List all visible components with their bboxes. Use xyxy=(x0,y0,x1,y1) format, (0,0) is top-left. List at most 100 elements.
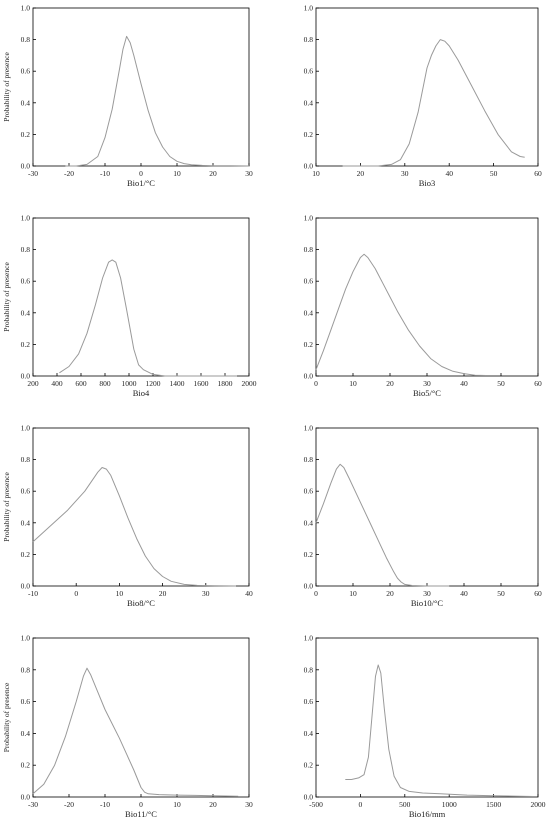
x-axis-label: Bio10/°C xyxy=(411,598,444,608)
y-tick-label-1: 0.2 xyxy=(304,550,314,559)
chart-panel-5: 0.0 0.2 0.4 0.6 0.8 1.0 -10 0 10 20 30 40 Bio8/°C Pro… xyxy=(2,424,253,609)
response-curve xyxy=(345,664,534,797)
x-tick-label-3: 1000 xyxy=(442,800,457,809)
y-axis-label: Probability of presence xyxy=(2,52,11,122)
y-tick-label-4: 0.8 xyxy=(21,35,31,44)
y-tick-label-4: 0.8 xyxy=(21,455,31,464)
x-axis-label: Bio1/°C xyxy=(127,178,155,188)
x-tick-label-4: 10 xyxy=(173,169,181,178)
y-tick-label-1: 0.2 xyxy=(304,130,314,139)
y-tick-label-0: 0.0 xyxy=(21,162,31,171)
x-axis-label: Bio16/mm xyxy=(409,809,446,819)
x-tick-label-2: 10 xyxy=(116,589,124,598)
x-tick-label-0: -500 xyxy=(309,800,323,809)
y-tick-label-4: 0.8 xyxy=(304,455,314,464)
y-tick-label-2: 0.4 xyxy=(304,518,314,527)
x-tick-label-4: 50 xyxy=(490,169,498,178)
x-tick-label-0: 200 xyxy=(27,379,39,388)
chart-panel-7: 0.0 0.2 0.4 0.6 0.8 1.0 -30 -20 -10 0 10 20 30 Bio11/… xyxy=(2,634,253,820)
x-tick-label-0: -30 xyxy=(28,169,38,178)
x-axis-label: Bio5/°C xyxy=(413,388,441,398)
x-tick-label-5: 60 xyxy=(534,169,542,178)
x-tick-label-0: -30 xyxy=(28,800,38,809)
x-tick-label-2: 20 xyxy=(386,379,394,388)
y-tick-label-3: 0.6 xyxy=(304,697,314,706)
plot-frame xyxy=(32,7,250,167)
chart-panel-1: 0.0 0.2 0.4 0.6 0.8 1.0 -30 -20 -10 0 10 20 30 Bio1/°… xyxy=(2,4,253,189)
x-tick-label-4: 30 xyxy=(202,589,210,598)
x-tick-label-1: 0 xyxy=(74,589,78,598)
x-tick-label-1: -20 xyxy=(64,169,74,178)
y-tick-label-1: 0.2 xyxy=(21,340,31,349)
y-tick-label-4: 0.8 xyxy=(304,245,314,254)
x-tick-label-6: 60 xyxy=(534,379,542,388)
y-tick-label-0: 0.0 xyxy=(304,372,314,381)
x-tick-label-3: 800 xyxy=(99,379,111,388)
response-curve xyxy=(342,39,525,167)
y-tick-label-0: 0.0 xyxy=(304,793,314,802)
y-tick-label-4: 0.8 xyxy=(304,665,314,674)
x-axis-label: Bio4 xyxy=(133,388,150,398)
y-tick-label-1: 0.2 xyxy=(304,340,314,349)
plot-frame xyxy=(32,637,250,798)
y-axis-label: Probability of presence xyxy=(2,682,11,752)
plot-frame xyxy=(32,217,250,377)
x-tick-label-0: 0 xyxy=(314,379,318,388)
chart-panel-6: 0.0 0.2 0.4 0.6 0.8 1.0 0 10 20 30 40 50 60 Bio10/°C xyxy=(304,424,542,609)
response-curve xyxy=(65,35,250,167)
x-tick-label-3: 40 xyxy=(445,169,453,178)
x-tick-label-5: 20 xyxy=(209,800,217,809)
x-tick-label-6: 30 xyxy=(245,169,253,178)
x-tick-label-3: 20 xyxy=(159,589,167,598)
plot-frame xyxy=(315,217,539,377)
x-tick-label-5: 20 xyxy=(209,169,217,178)
x-tick-label-1: 10 xyxy=(349,379,357,388)
x-tick-label-2: -10 xyxy=(100,800,110,809)
y-tick-label-3: 0.6 xyxy=(304,67,314,76)
y-tick-label-4: 0.8 xyxy=(304,35,314,44)
y-tick-label-3: 0.6 xyxy=(21,67,31,76)
response-curve xyxy=(315,463,450,587)
x-tick-label-1: 10 xyxy=(349,589,357,598)
y-tick-label-5: 1.0 xyxy=(21,424,31,433)
x-tick-label-5: 50 xyxy=(497,379,505,388)
x-tick-label-7: 1600 xyxy=(194,379,209,388)
y-tick-label-2: 0.4 xyxy=(304,98,314,107)
x-tick-label-5: 40 xyxy=(245,589,253,598)
y-tick-label-3: 0.6 xyxy=(304,487,314,496)
x-tick-label-4: 1500 xyxy=(486,800,501,809)
x-tick-label-3: 0 xyxy=(139,169,143,178)
y-tick-label-0: 0.0 xyxy=(21,582,31,591)
chart-panel-3: 0.0 0.2 0.4 0.6 0.8 1.0 200 400 600 800 1000 1200 14… xyxy=(2,214,257,399)
x-tick-label-4: 1000 xyxy=(122,379,137,388)
y-tick-label-3: 0.6 xyxy=(21,277,31,286)
x-tick-label-5: 1200 xyxy=(146,379,161,388)
y-tick-label-2: 0.4 xyxy=(21,518,31,527)
x-tick-label-4: 40 xyxy=(460,379,468,388)
x-tick-label-0: 10 xyxy=(312,169,320,178)
x-axis-label: Bio11/°C xyxy=(125,809,157,819)
y-tick-label-2: 0.4 xyxy=(21,98,31,107)
y-tick-label-0: 0.0 xyxy=(21,793,31,802)
y-tick-label-1: 0.2 xyxy=(21,550,31,559)
response-curve xyxy=(32,667,239,797)
plot-frame xyxy=(315,637,539,798)
x-axis-label: Bio8/°C xyxy=(127,598,155,608)
chart-panel-2: 0.0 0.2 0.4 0.6 0.8 1.0 10 20 30 40 50 60 Bio3 xyxy=(304,4,542,189)
y-axis-label: Probability of presence xyxy=(2,472,11,542)
y-tick-label-5: 1.0 xyxy=(21,214,31,223)
y-tick-label-0: 0.0 xyxy=(304,162,314,171)
plot-frame xyxy=(315,7,539,167)
y-tick-label-5: 1.0 xyxy=(304,214,314,223)
plot-frame xyxy=(315,427,539,587)
y-tick-label-2: 0.4 xyxy=(304,729,314,738)
response-curve xyxy=(32,467,237,587)
x-tick-label-5: 2000 xyxy=(531,800,546,809)
y-tick-label-2: 0.4 xyxy=(304,308,314,317)
chart-panel-8: 0.0 0.2 0.4 0.6 0.8 1.0 -500 0 500 1000 1500 2000 Bi… xyxy=(304,634,546,820)
x-tick-label-1: 400 xyxy=(51,379,63,388)
x-tick-label-6: 1400 xyxy=(170,379,185,388)
x-tick-label-0: 0 xyxy=(314,589,318,598)
x-tick-label-4: 40 xyxy=(460,589,468,598)
